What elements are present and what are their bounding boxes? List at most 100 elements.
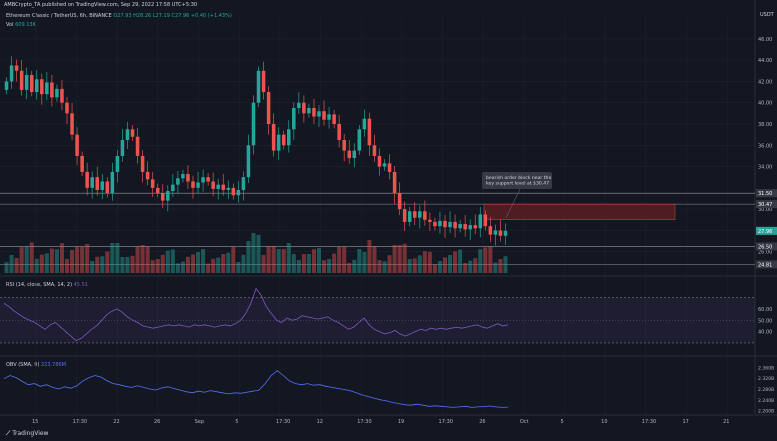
candle-body <box>226 187 231 190</box>
volume-bar <box>49 248 54 273</box>
obv-tick-label: 2.360B <box>758 365 774 371</box>
volume-bar <box>422 251 427 273</box>
candle-body <box>70 113 74 135</box>
candle-body <box>60 88 64 103</box>
candle-body <box>120 139 125 156</box>
volume-bar <box>342 247 347 273</box>
candle-body <box>397 193 402 210</box>
candle-body <box>322 111 326 120</box>
volume-bar <box>402 243 407 273</box>
volume-bar <box>453 251 458 273</box>
rsi-tick-label: 40.00 <box>758 330 772 336</box>
volume-bar <box>432 264 437 273</box>
candle-body <box>488 226 493 235</box>
volume-bar <box>473 258 478 273</box>
publish-text: AMBCrypto_TA published on TradingView.co… <box>4 2 198 8</box>
volume-bar <box>150 260 155 273</box>
candle-body <box>171 184 175 192</box>
volume-value: 609.13K <box>15 22 36 28</box>
candle-body <box>357 129 362 151</box>
candle-body <box>387 163 392 172</box>
volume-bar <box>211 258 216 273</box>
candle-body <box>216 184 220 189</box>
volume-bar <box>4 262 9 273</box>
time-tick-label: Sep <box>195 419 204 425</box>
volume-label: Vol <box>6 22 14 28</box>
volume-bar <box>59 243 64 273</box>
volume-bar <box>478 249 483 273</box>
candle-body <box>317 111 321 117</box>
candle-body <box>155 187 160 194</box>
volume-bar <box>397 245 402 273</box>
volume-bar <box>276 249 281 273</box>
candle-body <box>105 181 110 194</box>
volume-bar <box>180 261 185 273</box>
candle-body <box>19 70 24 90</box>
volume-bar <box>125 257 130 273</box>
volume-bar <box>241 254 246 273</box>
candle-body <box>191 181 195 188</box>
price-tick-label: 40.00 <box>758 101 772 107</box>
candle-body <box>95 177 100 190</box>
candle-body <box>423 211 427 220</box>
candle-body <box>246 145 251 178</box>
candle-body <box>181 174 185 179</box>
obv-label: OBV (SMA, 9) <box>6 362 40 368</box>
candle-body <box>24 75 29 90</box>
volume-bar <box>301 254 306 273</box>
candle-body <box>478 214 483 229</box>
candle-body <box>332 114 336 124</box>
volume-bar <box>493 262 498 273</box>
time-tick-label: 15 <box>32 419 38 425</box>
time-tick-label: 22 <box>113 419 119 425</box>
candle-body <box>428 219 432 222</box>
candle-body <box>236 189 241 196</box>
rsi-tick-label: 60.00 <box>758 307 772 313</box>
candle-body <box>468 225 472 230</box>
price-tick-label: 44.00 <box>758 58 772 64</box>
time-tick-label: 21 <box>723 419 729 425</box>
candle-body <box>382 163 387 167</box>
candle-body <box>448 221 452 228</box>
time-tick-label: 5 <box>561 419 564 425</box>
candle-body <box>503 230 508 236</box>
candle-body <box>297 102 301 109</box>
candle-body <box>261 70 266 93</box>
price-tick-label: 38.00 <box>758 122 772 128</box>
price-tag-label: 27.96 <box>758 229 772 235</box>
candle-body <box>29 75 34 93</box>
candle-body <box>4 81 9 90</box>
time-tick-label: 17:30 <box>439 419 453 425</box>
candle-body <box>125 129 130 140</box>
candle-body <box>256 70 261 103</box>
volume-bar <box>80 247 85 273</box>
volume-bar <box>130 255 135 273</box>
obv-value: 223.786M <box>41 362 66 368</box>
price-tick-label: 30.00 <box>758 207 772 213</box>
price-tag <box>756 200 777 209</box>
candle-body <box>211 181 215 189</box>
volume-bar <box>29 242 34 273</box>
candle-body <box>251 102 256 146</box>
candle-body <box>292 108 296 130</box>
volume-bar <box>442 257 448 273</box>
obv-legend: OBV (SMA, 9) 223.786M <box>6 362 66 368</box>
candle-body <box>231 187 236 196</box>
volume-bar <box>291 254 296 273</box>
candle-body <box>50 82 54 98</box>
volume-bar <box>44 253 49 273</box>
price-tick-label: 42.00 <box>758 79 772 85</box>
volume-bar <box>90 261 95 273</box>
annotation-box: bearish order block near the key support … <box>482 172 552 219</box>
volume-bar <box>190 254 196 273</box>
tradingview-logo[interactable]: ⟋ TradingView <box>6 430 49 437</box>
volume-bar <box>54 249 59 273</box>
volume-bar <box>24 246 29 273</box>
volume-bar <box>160 254 165 273</box>
obv-tick-label: 2.240B <box>758 398 774 404</box>
candle-body <box>80 155 84 172</box>
price-tag-label: 31.50 <box>758 191 772 197</box>
time-tick-label: 19 <box>398 419 404 425</box>
candle-body <box>281 134 286 146</box>
